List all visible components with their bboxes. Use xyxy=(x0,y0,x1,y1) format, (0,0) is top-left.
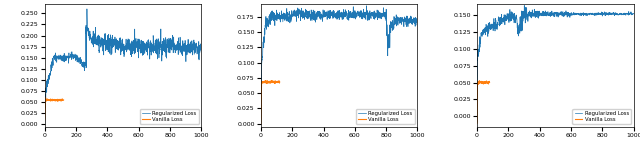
Regularized Loss xyxy=(595,13,603,15)
Regularized Loss xyxy=(197,46,205,48)
Regularized Loss xyxy=(110,40,118,42)
Regularized Loss xyxy=(83,8,91,10)
Regularized Loss xyxy=(163,39,171,41)
Regularized Loss xyxy=(273,20,281,22)
Regularized Loss xyxy=(104,51,112,53)
Regularized Loss xyxy=(257,121,265,123)
Regularized Loss xyxy=(520,5,528,6)
Regularized Loss xyxy=(580,13,588,15)
Regularized Loss xyxy=(41,121,49,123)
Line: Regularized Loss: Regularized Loss xyxy=(477,6,634,122)
Vanilla Loss xyxy=(41,119,49,121)
Regularized Loss xyxy=(473,121,481,123)
Regularized Loss xyxy=(489,25,497,26)
Vanilla Loss xyxy=(473,122,481,124)
Regularized Loss xyxy=(148,45,156,47)
Regularized Loss xyxy=(542,13,550,15)
Line: Vanilla Loss: Vanilla Loss xyxy=(261,81,280,124)
Regularized Loss xyxy=(166,39,173,41)
Regularized Loss xyxy=(536,12,544,14)
Regularized Loss xyxy=(598,13,606,15)
Regularized Loss xyxy=(363,5,371,7)
Line: Regularized Loss: Regularized Loss xyxy=(261,6,417,122)
Legend: Regularized Loss, Vanilla Loss: Regularized Loss, Vanilla Loss xyxy=(356,109,415,124)
Vanilla Loss xyxy=(273,82,281,83)
Line: Vanilla Loss: Vanilla Loss xyxy=(45,98,63,120)
Regularized Loss xyxy=(326,11,333,13)
Regularized Loss xyxy=(630,13,637,15)
Regularized Loss xyxy=(413,16,421,18)
Vanilla Loss xyxy=(257,123,265,124)
Regularized Loss xyxy=(382,15,390,17)
Regularized Loss xyxy=(57,54,65,56)
Line: Regularized Loss: Regularized Loss xyxy=(45,9,201,122)
Regularized Loss xyxy=(321,16,328,18)
Regularized Loss xyxy=(380,15,387,17)
Vanilla Loss xyxy=(57,99,65,101)
Regularized Loss xyxy=(365,12,372,14)
Line: Vanilla Loss: Vanilla Loss xyxy=(477,81,490,123)
Legend: Regularized Loss, Vanilla Loss: Regularized Loss, Vanilla Loss xyxy=(572,109,631,124)
Legend: Regularized Loss, Vanilla Loss: Regularized Loss, Vanilla Loss xyxy=(140,109,199,124)
